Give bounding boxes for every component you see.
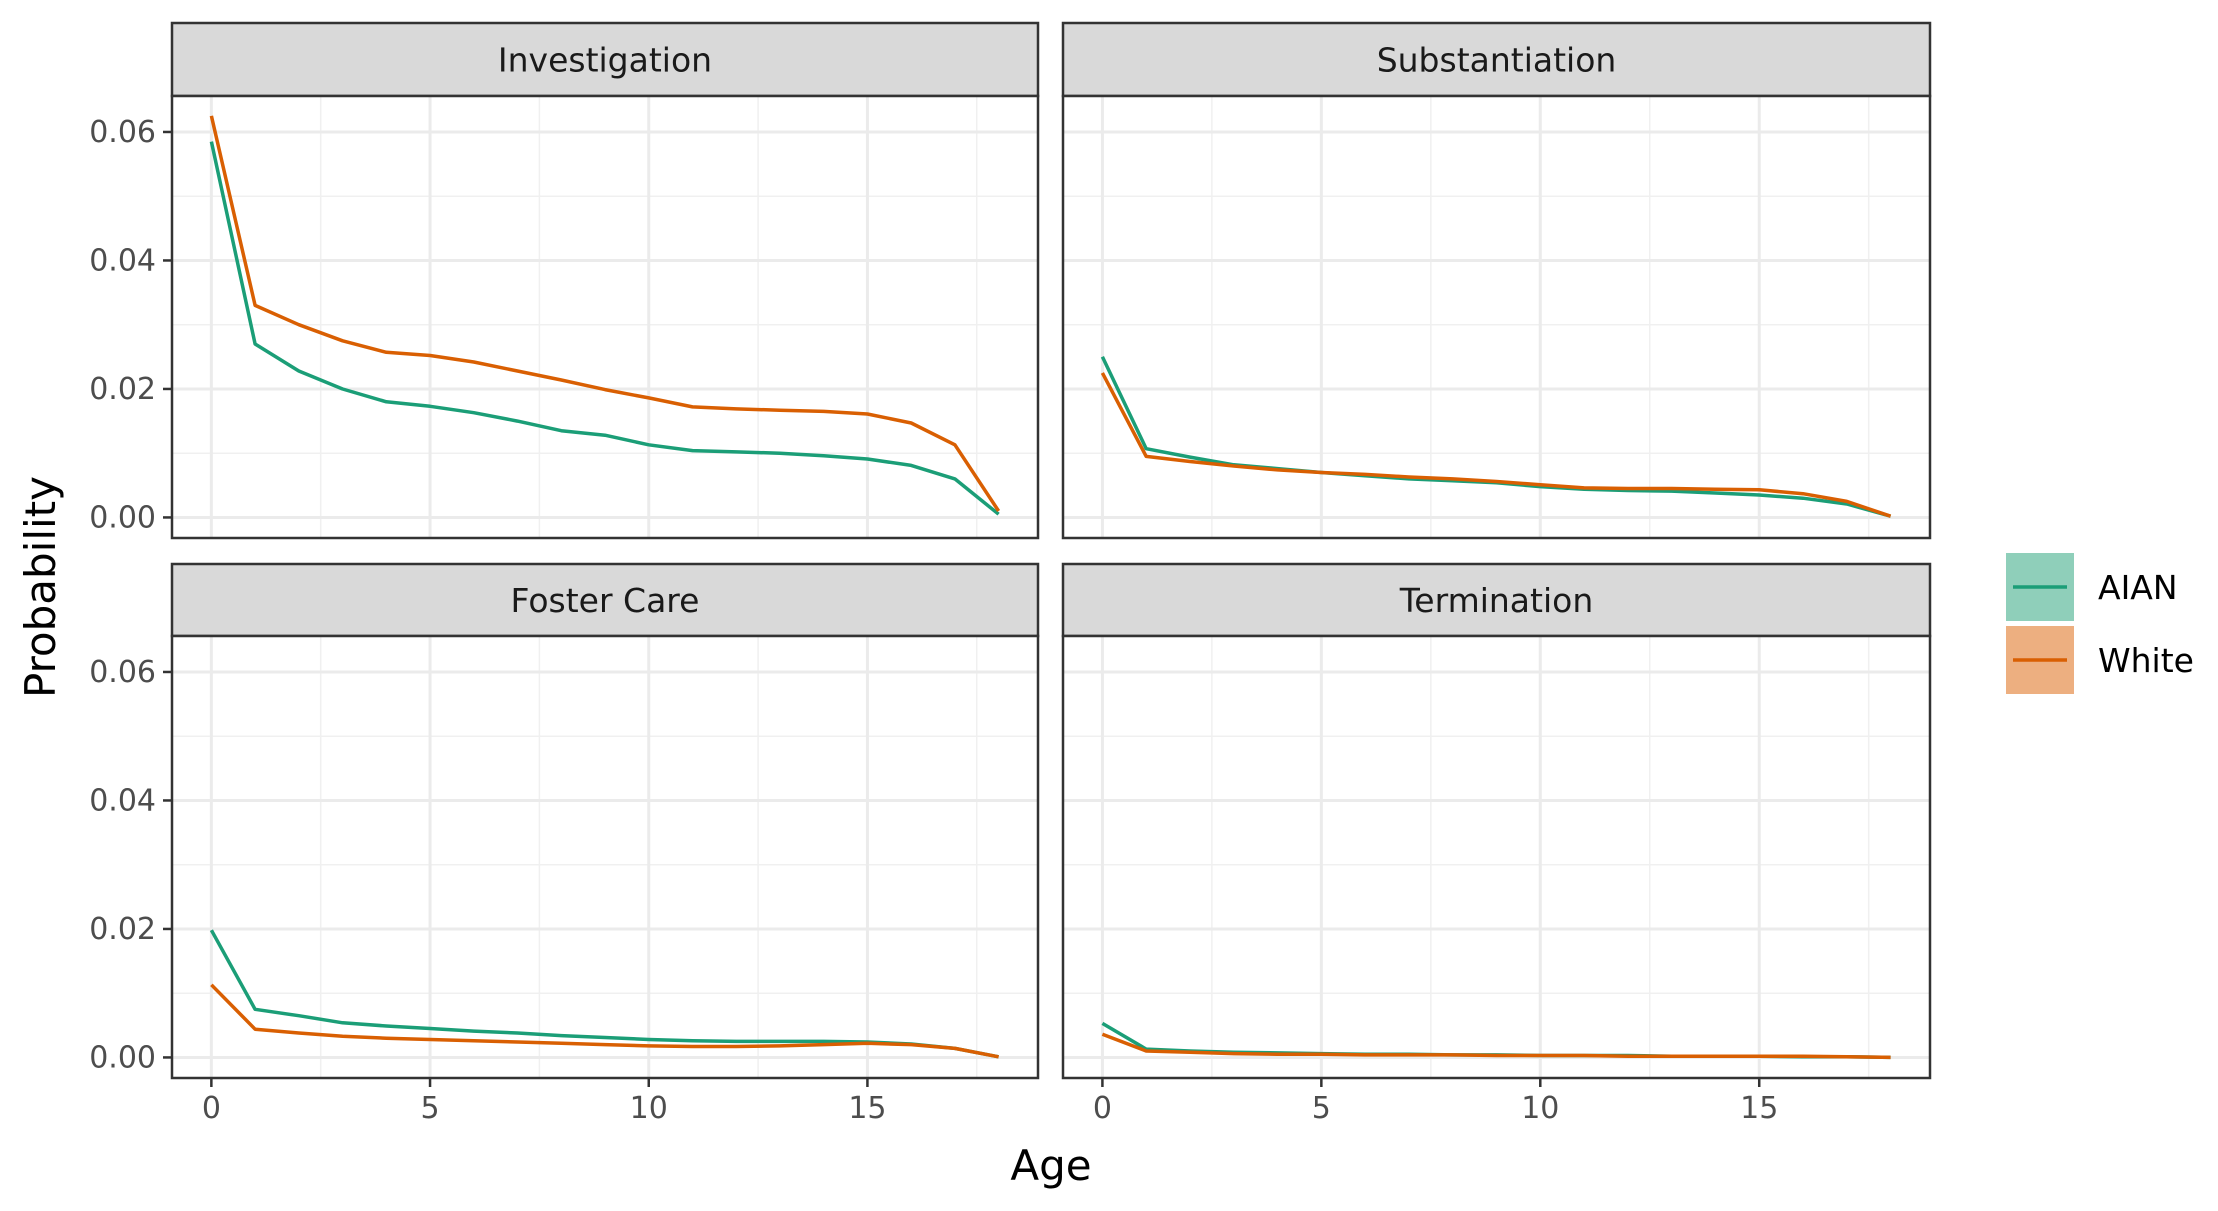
x-axis-title: Age (1010, 1141, 1091, 1190)
x-tick-label: 5 (421, 1091, 440, 1126)
series-line-white (210, 983, 999, 1059)
series-line-white (209, 115, 1001, 512)
x-tick-label: 10 (1521, 1091, 1559, 1126)
panel-background (172, 636, 1038, 1078)
legend-label-aian: AIAN (2098, 568, 2178, 607)
panel-strip (170, 21, 1040, 98)
x-tick-label: 0 (202, 1091, 221, 1126)
x-tick-label: 5 (1312, 1091, 1331, 1126)
y-tick-label: 0.02 (89, 912, 156, 947)
panel-background (1063, 96, 1930, 538)
y-tick-label: 0.06 (89, 115, 156, 150)
x-tick-label: 15 (1740, 1091, 1778, 1126)
legend-label-white: White (2098, 641, 2194, 680)
panel-border (1061, 634, 1932, 1080)
x-tick-label: 15 (848, 1091, 886, 1126)
panel-strip (170, 562, 1040, 638)
y-tick-label: 0.00 (89, 500, 156, 535)
panel-substantiation: Substantiation (1061, 21, 1932, 540)
panel-border (170, 94, 1040, 540)
panel-title: Termination (1399, 581, 1594, 620)
panel-border (170, 634, 1040, 1080)
panel-title: Investigation (498, 41, 712, 80)
panel-background (1063, 636, 1930, 1078)
y-tick-label: 0.02 (89, 372, 156, 407)
x-tick-label: 10 (630, 1091, 668, 1126)
series-line-aian (209, 141, 1000, 516)
panel-investigation: Investigation 0.00 0.02 0.04 0.06 (89, 21, 1040, 540)
series-line-white (1100, 372, 1892, 518)
panel-border (1061, 94, 1932, 540)
panel-title: Substantiation (1377, 41, 1617, 80)
y-tick-label: 0.00 (89, 1040, 156, 1075)
y-tick-label: 0.04 (89, 243, 156, 278)
legend: AIAN White (2006, 553, 2194, 694)
panel-foster-care: Foster Care 0.00 0.02 0.04 0.06 0 5 10 15 (89, 562, 1040, 1126)
x-tick-label: 0 (1093, 1091, 1112, 1126)
panel-termination: Termination 0 5 10 15 (1061, 562, 1932, 1126)
panel-title: Foster Care (511, 581, 700, 620)
y-tick-label: 0.06 (89, 655, 156, 690)
y-tick-label: 0.04 (89, 783, 156, 818)
panel-strip (1061, 21, 1932, 98)
series-line-white (1101, 1032, 1891, 1060)
panel-background (172, 96, 1038, 538)
y-axis-title: Probability (16, 476, 65, 698)
